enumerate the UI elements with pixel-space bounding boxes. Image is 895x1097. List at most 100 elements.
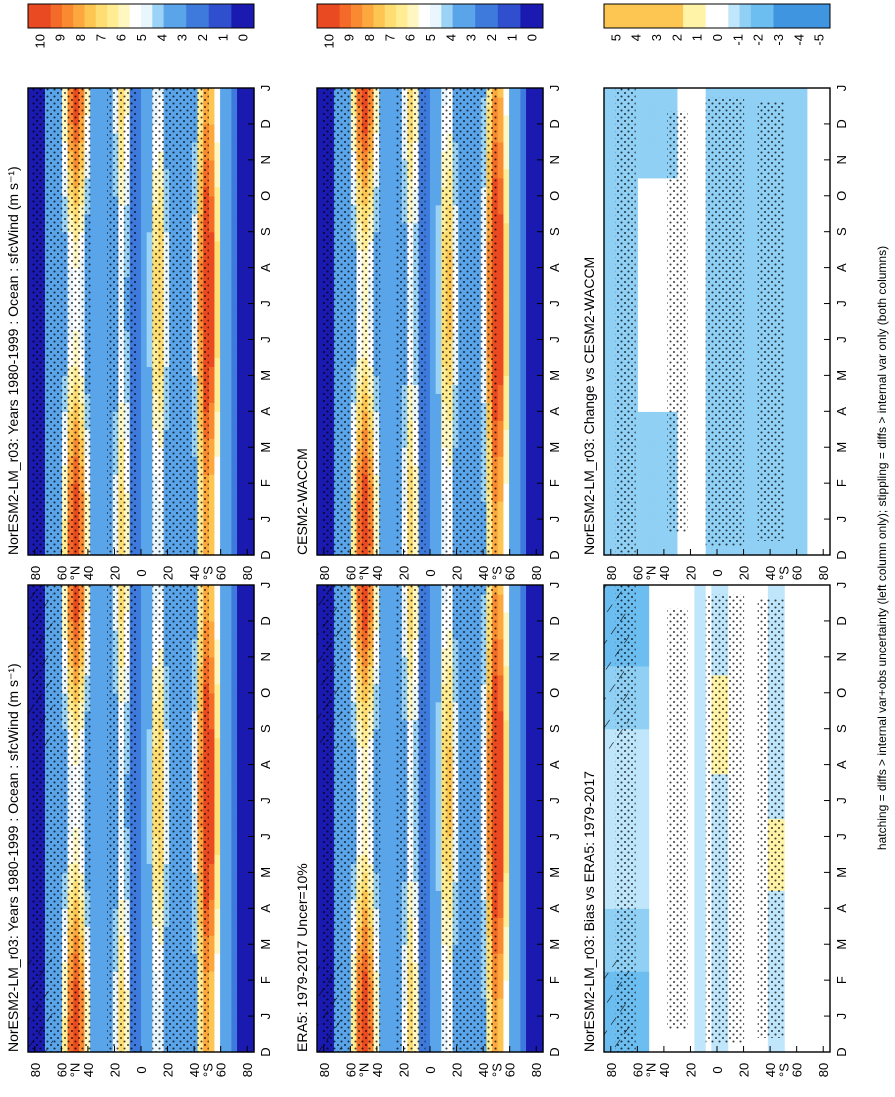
heatmap-cell bbox=[609, 854, 616, 864]
heatmap-cell bbox=[242, 719, 249, 730]
heatmap-cell bbox=[242, 782, 249, 793]
heatmap-cell bbox=[643, 845, 650, 856]
heatmap-cell bbox=[643, 1034, 650, 1044]
heatmap-cell bbox=[514, 1043, 521, 1053]
heatmap-cell bbox=[135, 836, 142, 847]
heatmap-cell bbox=[503, 926, 510, 936]
heatmap-cell bbox=[220, 845, 227, 856]
heatmap-cell bbox=[208, 899, 216, 909]
heatmap-cell bbox=[643, 1025, 650, 1035]
heatmap-cell bbox=[146, 719, 153, 730]
heatmap-cell bbox=[220, 674, 227, 685]
heatmap-cell bbox=[135, 1016, 142, 1026]
heatmap-cell bbox=[390, 1016, 397, 1026]
stipple-overlay bbox=[32, 585, 209, 1052]
heatmap-cell bbox=[435, 1016, 442, 1026]
heatmap-cell bbox=[101, 917, 108, 927]
heatmap-cell bbox=[317, 899, 324, 909]
heatmap-cell bbox=[317, 908, 324, 918]
heatmap-cell bbox=[141, 989, 148, 999]
heatmap-cell bbox=[208, 854, 216, 864]
heatmap-cell bbox=[649, 962, 656, 972]
heatmap-cell bbox=[146, 854, 153, 864]
heatmap-cell bbox=[520, 764, 527, 775]
heatmap-cell bbox=[146, 872, 153, 882]
heatmap-cell bbox=[379, 647, 386, 658]
heatmap-cell bbox=[384, 593, 392, 604]
heatmap-cell bbox=[509, 683, 516, 694]
heatmap-cell bbox=[141, 791, 148, 802]
heatmap-cell bbox=[424, 737, 431, 748]
heatmap-cell bbox=[660, 863, 667, 873]
heatmap-cell bbox=[660, 647, 667, 658]
heatmap-cell bbox=[509, 656, 516, 667]
heatmap-cell bbox=[531, 629, 538, 640]
lat-tick-label: 40 bbox=[370, 1063, 385, 1077]
heatmap-cell bbox=[503, 1034, 510, 1044]
heatmap-cell bbox=[101, 692, 108, 703]
heatmap-cell bbox=[654, 935, 662, 945]
heatmap-cell bbox=[146, 944, 153, 954]
heatmap-cell bbox=[101, 854, 108, 864]
heatmap-cell bbox=[90, 737, 97, 748]
heatmap-cell bbox=[503, 989, 510, 999]
heatmap-cell bbox=[654, 791, 662, 802]
month-tick-label: D bbox=[258, 1047, 273, 1056]
heatmap-cell bbox=[101, 890, 108, 900]
heatmap-cell bbox=[531, 791, 538, 802]
heatmap-cell bbox=[231, 755, 238, 766]
heatmap-cell bbox=[424, 890, 431, 900]
heatmap-cell bbox=[141, 683, 148, 694]
heatmap-cell bbox=[537, 845, 544, 856]
heatmap-cell bbox=[526, 773, 533, 784]
heatmap-cell bbox=[637, 818, 645, 829]
heatmap-cell bbox=[514, 989, 521, 999]
heatmap-cell bbox=[424, 836, 431, 847]
heatmap-cell bbox=[531, 872, 538, 882]
heatmap-cell bbox=[430, 791, 437, 802]
heatmap-cell bbox=[526, 665, 533, 676]
heatmap-cell bbox=[609, 782, 616, 793]
heatmap-cell bbox=[604, 899, 611, 909]
heatmap-cell bbox=[231, 602, 238, 613]
heatmap-cell bbox=[384, 863, 392, 873]
heatmap-cell bbox=[208, 728, 216, 739]
heatmap-cell bbox=[435, 836, 442, 847]
heatmap-cell bbox=[248, 1034, 255, 1044]
month-tick-label: S bbox=[258, 724, 273, 733]
heatmap-cell bbox=[424, 935, 431, 945]
heatmap-cell bbox=[214, 890, 221, 900]
heatmap-cell bbox=[28, 917, 35, 927]
heatmap-cell bbox=[141, 593, 148, 604]
heatmap-cell bbox=[141, 737, 148, 748]
heatmap-cell bbox=[384, 656, 392, 667]
heatmap-cell bbox=[390, 953, 397, 963]
heatmap-cell bbox=[242, 638, 249, 649]
heatmap-cell bbox=[379, 971, 386, 981]
heatmap-cell bbox=[637, 980, 645, 990]
heatmap-cell bbox=[503, 998, 510, 1008]
heatmap-cell bbox=[514, 962, 521, 972]
heatmap-cell bbox=[531, 962, 538, 972]
heatmap-cell bbox=[497, 800, 505, 811]
heatmap-cell bbox=[514, 737, 521, 748]
heatmap-cell bbox=[231, 656, 238, 667]
heatmap-cell bbox=[649, 674, 656, 685]
heatmap-cell bbox=[225, 899, 232, 909]
heatmap-cell bbox=[497, 764, 505, 775]
heatmap-cell bbox=[660, 1025, 667, 1035]
heatmap-cell bbox=[28, 926, 35, 936]
heatmap-cell bbox=[430, 926, 437, 936]
heatmap-cell bbox=[141, 836, 148, 847]
heatmap-cell bbox=[214, 764, 221, 775]
heatmap-cell bbox=[526, 683, 533, 694]
heatmap-cell bbox=[231, 935, 238, 945]
heatmap-cell bbox=[537, 980, 544, 990]
heatmap-cell bbox=[135, 746, 142, 757]
month-tick-label: A bbox=[547, 904, 562, 913]
heatmap-cell bbox=[317, 809, 324, 820]
heatmap-cell bbox=[654, 827, 662, 838]
heatmap-cell bbox=[101, 665, 108, 676]
heatmap-cell bbox=[231, 719, 238, 730]
heatmap-cell bbox=[242, 935, 249, 945]
